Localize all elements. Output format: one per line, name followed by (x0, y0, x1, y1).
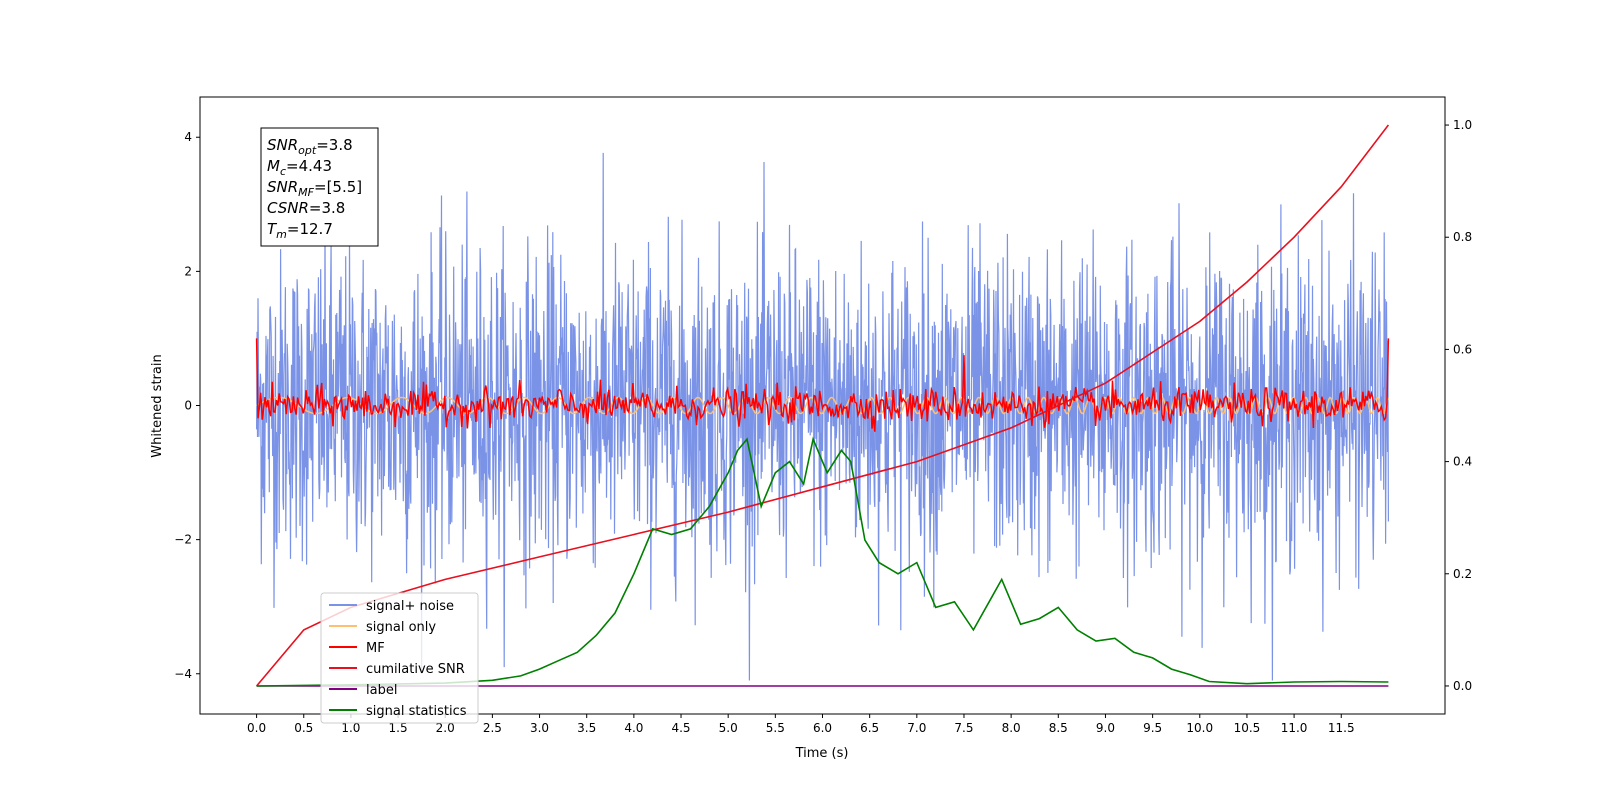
y-axis-right: 1.0 0.8 0.6 0.4 0.2 0.0 (1445, 118, 1472, 693)
annotation-line: Mc=4.43 (267, 157, 332, 178)
x-tick-label: 4.0 (624, 721, 643, 735)
legend-entry: signal statistics (366, 704, 467, 719)
y-tick-label: 0 (184, 399, 192, 413)
legend-entry: cumilative SNR (366, 662, 465, 677)
y2-tick-label: 0.6 (1453, 342, 1472, 356)
legend-entry: label (366, 683, 397, 698)
x-tick-label: 8.0 (1002, 721, 1021, 735)
y-axis-left: 4 2 0 −2 −4 (174, 130, 200, 681)
y-tick-label: −2 (174, 533, 192, 547)
x-tick-label: 1.0 (341, 721, 360, 735)
x-tick-label: 11.0 (1281, 721, 1308, 735)
x-tick-label: 6.0 (813, 721, 832, 735)
x-tick-label: 6.5 (860, 721, 879, 735)
x-tick-label: 9.0 (1096, 721, 1115, 735)
x-tick-label: 3.5 (577, 721, 596, 735)
x-axis-label: Time (s) (795, 746, 849, 761)
y2-tick-label: 0.8 (1453, 230, 1472, 244)
legend-entry: MF (366, 641, 385, 656)
y-tick-label: −4 (174, 667, 192, 681)
y-axis-label: Whitened strain (150, 354, 165, 457)
x-tick-label: 0.0 (247, 721, 266, 735)
legend: signal+ noise signal only MF cumilative SNR… (320, 592, 479, 724)
x-tick-label: 7.5 (954, 721, 973, 735)
x-tick-label: 4.5 (671, 721, 690, 735)
x-tick-label: 0.5 (294, 721, 313, 735)
x-axis: 0.0 0.5 1.0 1.5 2.0 2.5 3.0 3.5 4.0 4.5 5.0 5.5 6.0 6… (247, 714, 1355, 735)
series-signal-statistics (256, 436, 1389, 687)
x-tick-label: 10.5 (1234, 721, 1261, 735)
annotation-line: SNRMF=[5.5] (267, 178, 362, 199)
series-mf (255, 338, 1390, 432)
y2-tick-label: 0.2 (1453, 567, 1472, 581)
x-tick-label: 3.0 (530, 721, 549, 735)
y2-tick-label: 0.0 (1453, 679, 1472, 693)
x-tick-label: 10.0 (1186, 721, 1213, 735)
legend-frame (320, 592, 479, 724)
x-tick-label: 5.0 (719, 721, 738, 735)
y-tick-label: 4 (184, 130, 192, 144)
x-tick-label: 2.5 (483, 721, 502, 735)
x-tick-label: 11.5 (1328, 721, 1355, 735)
annotation-line: SNRopt=3.8 (267, 136, 353, 157)
y2-tick-label: 0.4 (1453, 455, 1472, 469)
y2-tick-label: 1.0 (1453, 118, 1472, 132)
legend-entry: signal+ noise (366, 599, 454, 614)
x-tick-label: 2.0 (436, 721, 455, 735)
annotation-line: CSNR=3.8 (267, 199, 345, 217)
x-tick-label: 8.5 (1049, 721, 1068, 735)
x-tick-label: 9.5 (1143, 721, 1162, 735)
y-tick-label: 2 (184, 264, 192, 278)
x-tick-label: 7.0 (907, 721, 926, 735)
x-tick-label: 1.5 (389, 721, 408, 735)
legend-entry: signal only (366, 620, 436, 635)
x-tick-label: 5.5 (766, 721, 785, 735)
annotation-line: Tm=12.7 (267, 220, 333, 241)
annotation-frame (260, 127, 379, 247)
